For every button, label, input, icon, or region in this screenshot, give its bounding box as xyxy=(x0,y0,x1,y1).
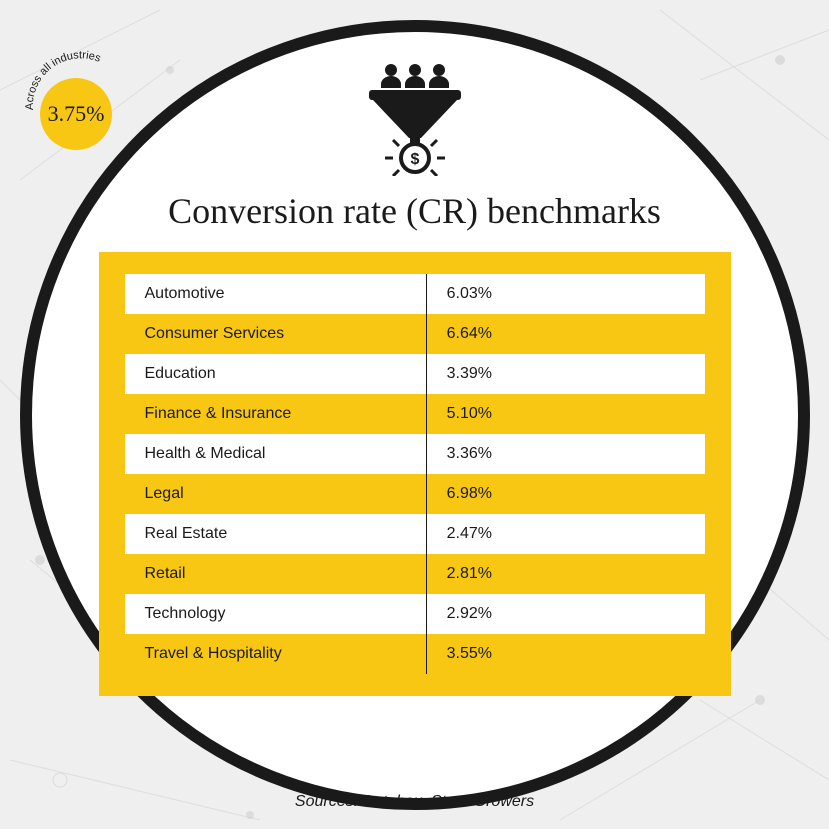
source-attribution: Sources: Databox, Store Growers xyxy=(295,793,534,811)
industry-cell: Consumer Services xyxy=(125,314,427,354)
rate-cell: 5.10% xyxy=(426,394,704,434)
rate-cell: 6.64% xyxy=(426,314,704,354)
industry-cell: Legal xyxy=(125,474,427,514)
rate-cell: 3.36% xyxy=(426,434,704,474)
conversion-funnel-icon: $ xyxy=(355,56,475,176)
benchmark-table: Automotive6.03%Consumer Services6.64%Edu… xyxy=(125,274,705,674)
rate-cell: 2.92% xyxy=(426,594,704,634)
svg-text:$: $ xyxy=(410,151,419,168)
infographic-canvas: Across all industries 3.75% $ xyxy=(0,0,829,829)
table-row: Education3.39% xyxy=(125,354,705,394)
page-title: Conversion rate (CR) benchmarks xyxy=(65,190,765,232)
table-row: Travel & Hospitality3.55% xyxy=(125,634,705,674)
rate-cell: 6.98% xyxy=(426,474,704,514)
industry-cell: Finance & Insurance xyxy=(125,394,427,434)
rate-cell: 2.81% xyxy=(426,554,704,594)
rate-cell: 6.03% xyxy=(426,274,704,314)
badge-circle: 3.75% xyxy=(40,78,112,150)
table-row: Retail2.81% xyxy=(125,554,705,594)
table-row: Automotive6.03% xyxy=(125,274,705,314)
industry-cell: Automotive xyxy=(125,274,427,314)
table-row: Finance & Insurance5.10% xyxy=(125,394,705,434)
table-row: Real Estate2.47% xyxy=(125,514,705,554)
industry-cell: Retail xyxy=(125,554,427,594)
rate-cell: 3.55% xyxy=(426,634,704,674)
rate-cell: 3.39% xyxy=(426,354,704,394)
table-row: Legal6.98% xyxy=(125,474,705,514)
industry-cell: Health & Medical xyxy=(125,434,427,474)
table-row: Technology2.92% xyxy=(125,594,705,634)
industry-cell: Travel & Hospitality xyxy=(125,634,427,674)
industry-cell: Education xyxy=(125,354,427,394)
overall-rate-badge: Across all industries 3.75% xyxy=(18,30,138,150)
table-row: Health & Medical3.36% xyxy=(125,434,705,474)
overall-rate-value: 3.75% xyxy=(48,101,105,127)
rate-cell: 2.47% xyxy=(426,514,704,554)
industry-cell: Real Estate xyxy=(125,514,427,554)
industry-cell: Technology xyxy=(125,594,427,634)
benchmark-table-container: Automotive6.03%Consumer Services6.64%Edu… xyxy=(99,252,731,696)
table-row: Consumer Services6.64% xyxy=(125,314,705,354)
